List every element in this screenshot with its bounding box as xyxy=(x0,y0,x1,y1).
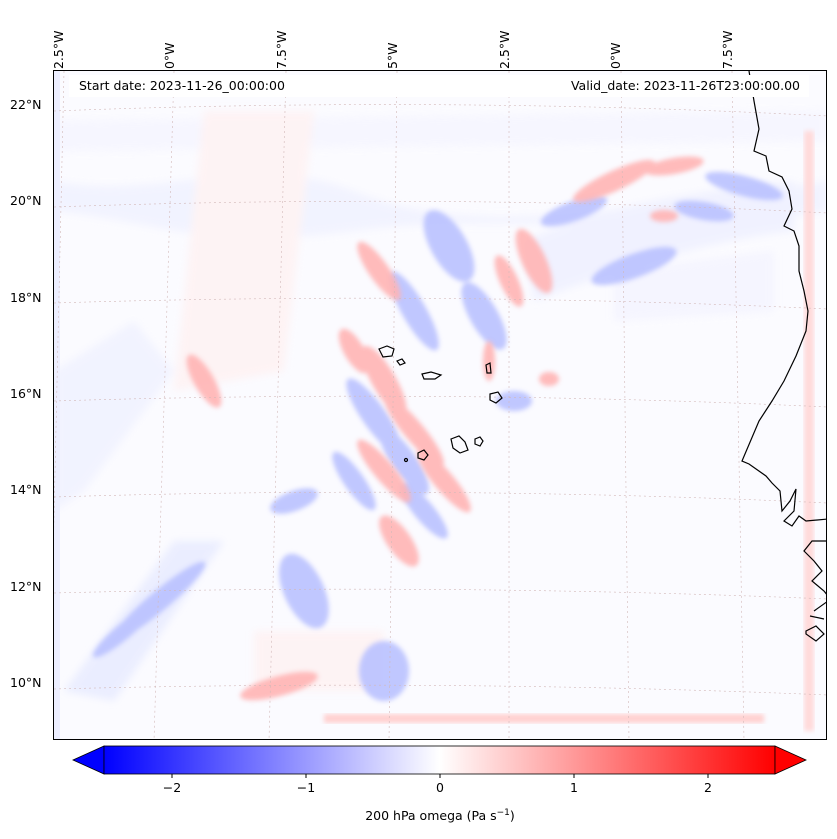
valid-date-label: Valid_date: 2023-11-26T23:00:00.00 xyxy=(570,78,800,93)
colorbar-gradient xyxy=(103,745,776,775)
colorbar xyxy=(72,745,807,778)
lat-label-10N: 10°N xyxy=(10,675,42,690)
lat-label-14N: 14°N xyxy=(10,482,42,497)
lat-label-20N: 20°N xyxy=(10,193,42,208)
colorbar-label-end: ) xyxy=(509,808,515,824)
africa-coastline xyxy=(741,71,826,642)
colorbar-tick-0: 0 xyxy=(436,780,444,795)
colorbar-label-main: 200 hPa omega (Pa s xyxy=(365,808,497,824)
colorbar-tick-2: 2 xyxy=(704,780,712,795)
colorbar-min-extend xyxy=(72,745,105,775)
lat-label-12N: 12°N xyxy=(10,579,42,594)
colorbar-label-sup: −1 xyxy=(496,808,510,818)
lat-label-22N: 22°N xyxy=(10,97,42,112)
omega-field xyxy=(54,71,826,739)
colorbar-tick-neg1: −1 xyxy=(296,780,316,795)
lat-label-16N: 16°N xyxy=(10,386,42,401)
colorbar-tick-neg2: −2 xyxy=(162,780,182,795)
lat-label-18N: 18°N xyxy=(10,290,42,305)
colorbar-label: 200 hPa omega (Pa s−1) xyxy=(365,808,515,823)
start-date-label: Start date: 2023-11-26_00:00:00 xyxy=(79,78,285,93)
colorbar-tick-1: 1 xyxy=(570,780,578,795)
colorbar-max-extend xyxy=(774,745,807,775)
map-panel: Start date: 2023-11-26_00:00:00 Valid_da… xyxy=(53,70,827,740)
